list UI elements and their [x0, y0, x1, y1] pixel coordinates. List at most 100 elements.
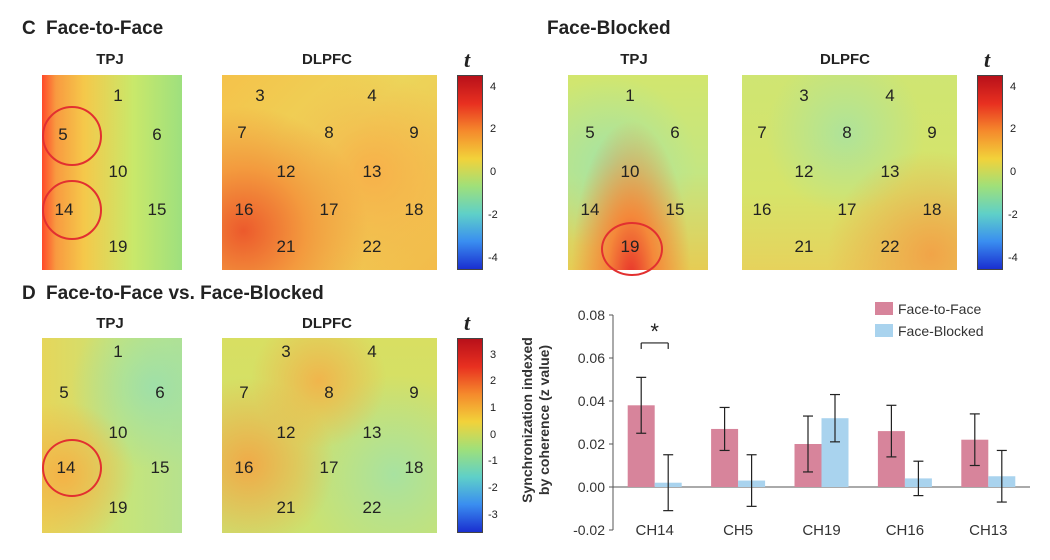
panel-c-title-face-to-face: Face-to-Face — [46, 18, 164, 39]
colorbar-tick: 0 — [490, 429, 497, 441]
channel-label: 1 — [625, 86, 635, 105]
legend-label: Face-to-Face — [898, 301, 981, 317]
colorbar-c-face-blocked — [977, 75, 1003, 270]
channel-label: 21 — [794, 237, 814, 256]
colorbar-tick: 2 — [490, 123, 497, 135]
colorbar-tick: 1 — [490, 402, 497, 414]
channel-label: 4 — [367, 86, 377, 105]
channel-label: 4 — [885, 86, 895, 105]
channel-label: 9 — [927, 123, 937, 142]
channel-label: 10 — [620, 162, 640, 181]
y-tick-label: 0.08 — [578, 307, 605, 323]
channel-label: 1 — [113, 86, 123, 105]
channel-label: 9 — [409, 383, 419, 402]
channel-label: 5 — [585, 123, 595, 142]
legend-swatch — [875, 302, 893, 315]
channel-label: 13 — [362, 423, 382, 442]
heatmap-d-dlpfc: 3 4 7 8 9 12 13 16 17 18 21 22 — [222, 338, 437, 533]
colorbar-symbol: t — [464, 310, 471, 335]
channel-label: 17 — [319, 458, 339, 477]
colorbar-tick: 4 — [490, 81, 497, 93]
x-tick-label: CH5 — [723, 522, 753, 539]
channel-label: 7 — [757, 123, 767, 142]
region-title-tpj: TPJ — [96, 51, 124, 68]
colorbar-tick: -4 — [488, 252, 498, 264]
x-tick-label: CH19 — [802, 522, 840, 539]
colorbar-tick: -2 — [488, 209, 498, 221]
region-title-dlpfc: DLPFC — [302, 315, 352, 332]
channel-label: 16 — [234, 200, 254, 219]
x-tick-label: CH13 — [969, 522, 1007, 539]
region-title-tpj: TPJ — [620, 51, 648, 68]
significance-star: * — [650, 319, 659, 344]
channel-label: 3 — [255, 86, 265, 105]
panel-d-label: D — [22, 283, 36, 304]
channel-label: 15 — [665, 200, 685, 219]
panel-c-label: C — [22, 18, 36, 39]
region-title-dlpfc: DLPFC — [820, 51, 870, 68]
channel-label: 13 — [880, 162, 900, 181]
heatmap-c-face-to-face-dlpfc: 3 4 7 8 9 12 13 16 17 18 21 22 — [222, 75, 437, 270]
colorbar-symbol: t — [464, 47, 471, 72]
channel-label: 21 — [276, 498, 296, 517]
y-tick-label: 0.02 — [578, 436, 605, 452]
colorbar-tick: -2 — [488, 482, 498, 494]
bar-chart-synchronization: Synchronization indexed by coherence (z … — [519, 301, 1030, 539]
channel-label: 8 — [324, 123, 334, 142]
highlight-circle-ch14 — [42, 439, 102, 497]
channel-label: 6 — [152, 125, 162, 144]
channel-label: 16 — [234, 458, 254, 477]
colorbar-tick: -2 — [1008, 209, 1018, 221]
heatmap-c-face-blocked-dlpfc: 3 4 7 8 9 12 13 16 17 18 21 22 — [742, 75, 957, 270]
colorbar-tick: 4 — [1010, 81, 1017, 93]
channel-label: 17 — [319, 200, 339, 219]
channel-label: 10 — [108, 423, 128, 442]
channel-label: 22 — [362, 498, 382, 517]
x-tick-label: CH16 — [886, 522, 924, 539]
region-title-tpj: TPJ — [96, 315, 124, 332]
y-tick-label: 0.00 — [578, 479, 605, 495]
y-axis-label: by coherence (z value) — [536, 345, 552, 495]
channel-label: 21 — [276, 237, 296, 256]
colorbar-tick: 0 — [490, 166, 497, 178]
region-title-dlpfc: DLPFC — [302, 51, 352, 68]
channel-label: 19 — [108, 237, 128, 256]
channel-label: 7 — [237, 123, 247, 142]
channel-label: 15 — [150, 458, 170, 477]
legend-label: Face-Blocked — [898, 323, 984, 339]
channel-label: 8 — [842, 123, 852, 142]
channel-label: 7 — [239, 383, 249, 402]
channel-label: 18 — [404, 458, 424, 477]
colorbar-symbol: t — [984, 47, 991, 72]
channel-label: 14 — [580, 200, 600, 219]
colorbar-tick: 2 — [1010, 123, 1017, 135]
highlight-circle-ch19 — [601, 222, 663, 276]
channel-label: 19 — [108, 498, 128, 517]
colorbar-d — [457, 338, 483, 533]
panel-d-title: Face-to-Face vs. Face-Blocked — [46, 283, 324, 304]
channel-label: 13 — [362, 162, 382, 181]
y-tick-label: -0.02 — [573, 522, 605, 538]
channel-label: 22 — [362, 237, 382, 256]
channel-label: 10 — [108, 162, 128, 181]
heatmap-d-tpj: 1 5 6 10 14 15 19 — [42, 338, 182, 533]
y-tick-label: 0.06 — [578, 350, 605, 366]
channel-label: 12 — [794, 162, 814, 181]
y-tick-label: 0.04 — [578, 393, 605, 409]
colorbar-tick: -1 — [488, 455, 498, 467]
channel-label: 3 — [281, 342, 291, 361]
heatmap-c-face-to-face-tpj: 1 5 6 10 14 15 19 — [42, 75, 182, 270]
channel-label: 8 — [324, 383, 334, 402]
colorbar-tick: -3 — [488, 509, 498, 521]
colorbar-c-face-to-face — [457, 75, 483, 270]
colorbar-tick: 0 — [1010, 166, 1017, 178]
channel-label: 22 — [880, 237, 900, 256]
x-tick-label: CH14 — [636, 522, 674, 539]
highlight-circle-ch5 — [42, 106, 102, 166]
channel-label: 9 — [409, 123, 419, 142]
colorbar-tick: 2 — [490, 375, 497, 387]
channel-label: 6 — [155, 383, 165, 402]
colorbar-tick: 3 — [490, 349, 497, 361]
legend-swatch — [875, 324, 893, 337]
channel-label: 6 — [670, 123, 680, 142]
